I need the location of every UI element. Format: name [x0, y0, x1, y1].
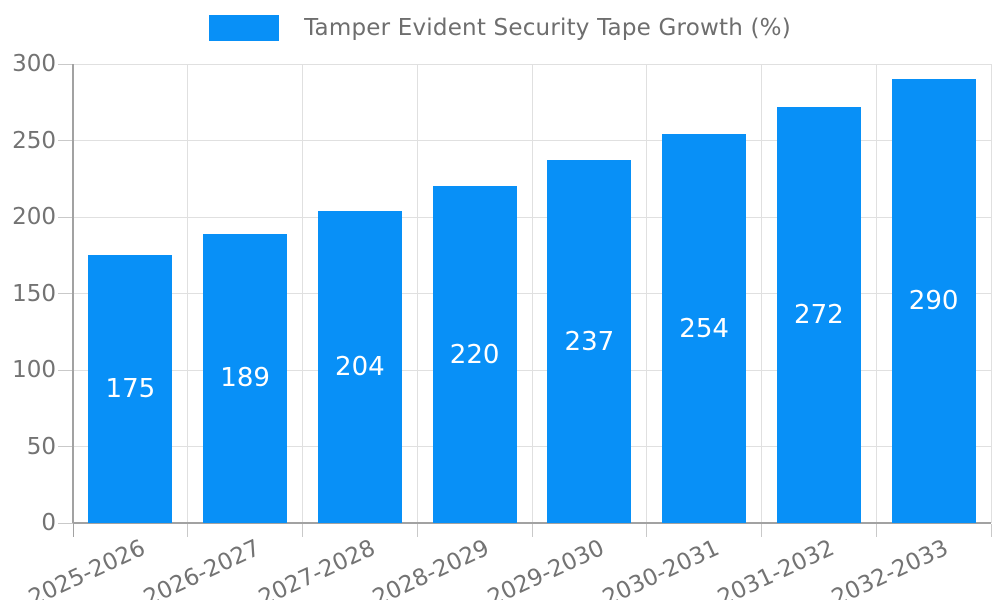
bar: [317, 210, 402, 523]
y-tick-label: 0: [41, 510, 56, 536]
y-tick-label: 100: [12, 357, 56, 383]
y-tick-label: 200: [12, 204, 56, 230]
bar: [203, 233, 288, 523]
bar: [547, 160, 632, 523]
x-tick-mark: [646, 524, 648, 537]
x-tick-mark: [875, 524, 877, 537]
y-tick-label: 50: [26, 433, 56, 460]
x-tick-label: 2028-2029: [368, 535, 494, 600]
y-tick-label: 150: [12, 280, 56, 307]
y-axis-line: [72, 64, 74, 523]
bar-value-label: 237: [564, 326, 615, 357]
y-tick-label: 300: [12, 51, 56, 77]
gridline-x: [416, 64, 418, 523]
y-tick-mark: [58, 63, 73, 65]
bar-value-label: 272: [794, 299, 844, 330]
x-tick-mark: [531, 524, 533, 537]
bar: [891, 79, 976, 523]
x-tick-mark: [302, 524, 303, 537]
x-tick-label: 2032-2033: [827, 535, 953, 600]
bar-value-label: 204: [335, 351, 385, 382]
legend-swatch: [209, 15, 280, 41]
x-tick-mark: [761, 524, 762, 537]
gridline-x: [302, 64, 303, 523]
bar-value-label: 220: [449, 339, 500, 370]
y-tick-mark: [58, 293, 73, 294]
y-tick-mark: [58, 369, 73, 371]
x-tick-label: 2031-2032: [713, 535, 838, 600]
bar-value-label: 175: [105, 374, 156, 405]
y-tick-mark: [58, 216, 73, 218]
x-tick-label: 2025-2026: [24, 535, 150, 600]
x-tick-mark: [72, 524, 74, 537]
x-tick-label: 2029-2030: [483, 535, 609, 600]
gridline-x: [646, 64, 648, 523]
x-tick-mark: [416, 524, 418, 537]
bar-value-label: 189: [220, 363, 270, 394]
x-tick-label: 2030-2031: [598, 535, 724, 600]
y-tick-mark: [58, 446, 73, 447]
chart-legend: Tamper Evident Security Tape Growth (%): [0, 15, 1000, 41]
x-tick-mark: [990, 524, 992, 537]
bar: [88, 255, 173, 523]
bar-value-label: 290: [908, 286, 959, 317]
x-tick-label: 2027-2028: [254, 535, 379, 600]
bar-value-label: 254: [679, 313, 729, 344]
legend-label: Tamper Evident Security Tape Growth (%): [304, 15, 791, 41]
y-tick-label: 250: [12, 127, 56, 154]
x-axis-line: [73, 522, 991, 524]
x-tick-mark: [187, 524, 189, 537]
x-tick-label: 2026-2027: [139, 535, 265, 600]
y-tick-mark: [58, 140, 73, 141]
bar: [776, 106, 861, 523]
gridline-x: [531, 64, 533, 523]
bar: [662, 134, 747, 523]
gridline-x: [990, 64, 992, 523]
gridline-x: [761, 64, 762, 523]
gridline-x: [875, 64, 877, 523]
bar: [432, 186, 517, 523]
y-tick-mark: [58, 522, 73, 524]
gridline-x: [187, 64, 189, 523]
